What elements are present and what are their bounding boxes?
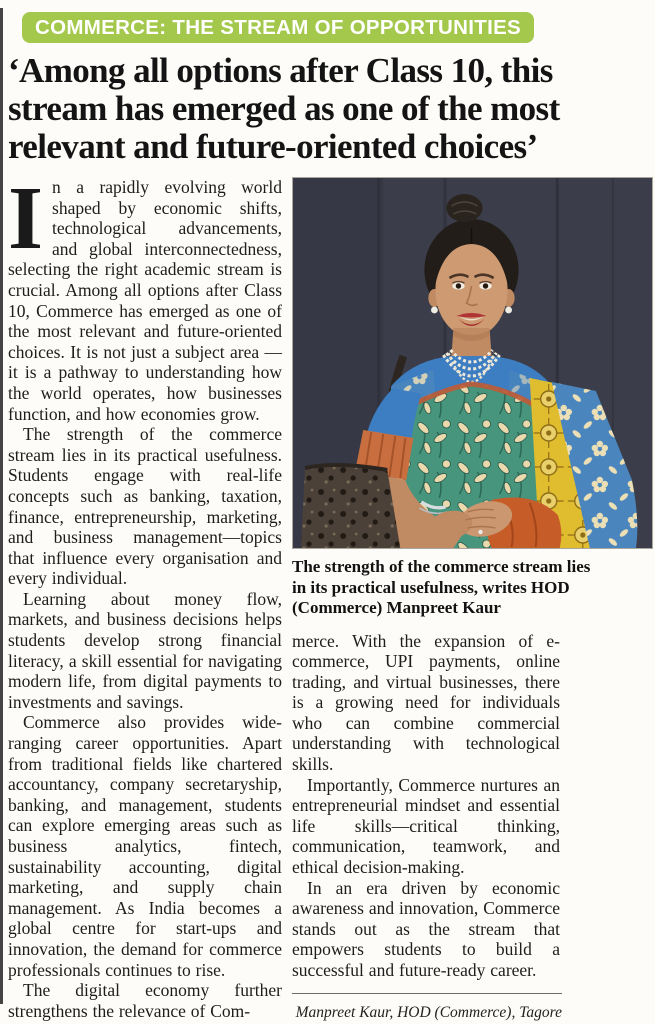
portrait-photo-illustration: [293, 178, 652, 548]
author-byline: Manpreet Kaur, HOD (Commerce), Tagore In…: [292, 992, 562, 1024]
headline-line-2: stream has emerged as one of the most: [8, 89, 560, 128]
article-column-2: The strength of the commerce stream lies…: [292, 177, 653, 1024]
paragraph: The digital economy further strengthens …: [8, 980, 282, 1021]
article-column-2-text: merce. With the expansion of e-commerce,…: [292, 631, 560, 981]
section-kicker-label: COMMERCE: THE STREAM OF OPPORTUNITIES: [35, 15, 522, 39]
paragraph: Importantly, Commerce nurtures an entrep…: [292, 774, 560, 878]
headline-line-3: relevant and future-oriented choices’: [8, 127, 538, 166]
article-column-1: In a rapidly evolving world shaped by ec…: [8, 169, 282, 1021]
paragraph: The strength of the commerce stream lies…: [8, 424, 282, 589]
headline-line-1: ‘Among all options after Class 10, this: [8, 51, 553, 90]
byline-line-1: Manpreet Kaur, HOD (Commerce), Tagore: [295, 1003, 562, 1021]
paragraph: In an era driven by economic awareness a…: [292, 877, 560, 980]
photo-caption: The strength of the commerce stream lies…: [292, 557, 591, 617]
column-rule: [0, 8, 3, 1004]
paragraph: In a rapidly evolving world shaped by ec…: [8, 169, 282, 424]
section-kicker-banner: COMMERCE: THE STREAM OF OPPORTUNITIES: [22, 12, 535, 43]
article-headline: ‘Among all options after Class 10, this …: [8, 52, 652, 166]
portrait-photo: [292, 177, 653, 549]
paragraph: Learning about money flow, markets, and …: [8, 588, 282, 712]
paragraph: merce. With the expansion of e-commerce,…: [292, 630, 560, 775]
paragraph: Commerce also provides wide-ranging care…: [8, 712, 282, 980]
